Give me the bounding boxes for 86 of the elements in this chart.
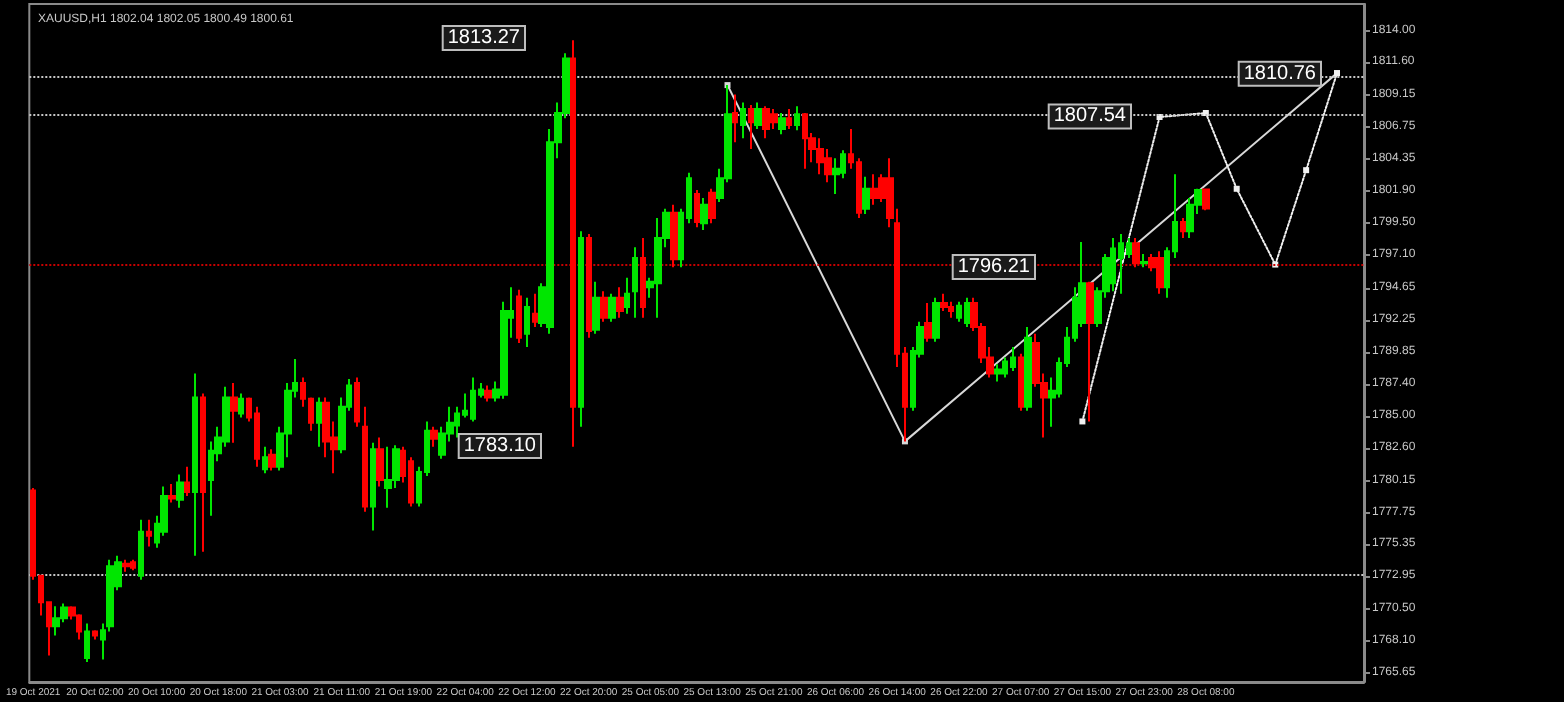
annotation: 1807.54 [1053, 105, 1127, 128]
candlestick [238, 392, 244, 419]
candlestick [470, 376, 476, 423]
annotation: 1810.76 [1243, 62, 1317, 85]
candlestick [794, 105, 800, 132]
candlestick [52, 605, 60, 637]
candlestick [862, 175, 870, 216]
candlestick [1110, 236, 1116, 293]
candlestick [532, 292, 538, 329]
candlestick [932, 296, 940, 343]
candlestick [376, 436, 384, 488]
candlestick [1156, 250, 1164, 295]
point [1079, 418, 1086, 425]
candlestick [384, 445, 392, 509]
candlestick [1202, 188, 1210, 212]
candlestick [1186, 197, 1194, 239]
candlestick [748, 104, 754, 150]
candlestick [570, 39, 576, 448]
candlestick [956, 300, 962, 323]
candlestick [754, 101, 762, 130]
candlestick [262, 445, 268, 475]
candlestick [176, 473, 184, 509]
candlestick [230, 381, 238, 444]
candlestick [430, 425, 438, 448]
candlestick [524, 296, 530, 348]
candlestick [948, 300, 954, 319]
candlestick [654, 217, 662, 319]
candlestick [84, 622, 90, 664]
candlestick [1118, 232, 1124, 295]
candlestick [1132, 236, 1140, 269]
candlestick [92, 629, 98, 641]
candlestick [516, 288, 522, 344]
candlestick [700, 197, 708, 231]
candlestick [778, 112, 786, 136]
candlestick [130, 558, 136, 572]
candlestick [632, 246, 638, 319]
candlestick [362, 405, 368, 513]
candlestick [770, 108, 778, 130]
candlestick [708, 187, 716, 225]
candlestick [832, 157, 840, 196]
candlestick [816, 137, 824, 176]
candlestick [168, 482, 176, 504]
candlestick [608, 292, 616, 323]
point [1303, 167, 1310, 174]
candlestick [732, 93, 738, 144]
candlestick [1180, 217, 1186, 239]
candlestick [192, 372, 198, 557]
point [1233, 185, 1240, 192]
candlestick [1024, 326, 1032, 412]
candlestick [762, 105, 770, 140]
candlestick [940, 292, 948, 313]
candlestick [640, 236, 646, 319]
candlestick [600, 290, 608, 323]
candlestick [786, 108, 792, 130]
annotation: 1813.27 [447, 27, 521, 49]
candlestick [670, 203, 678, 269]
candlestick [1140, 252, 1148, 269]
candlestick [586, 232, 592, 339]
candlestick [1086, 280, 1094, 423]
candlestick [122, 558, 130, 573]
candlestick [354, 376, 360, 428]
candlestick [1010, 345, 1016, 372]
candlestick [802, 112, 808, 170]
candlestick [316, 396, 322, 448]
candlestick [740, 101, 746, 140]
candlestick [1018, 352, 1024, 412]
candlestick [592, 280, 600, 335]
candlestick [924, 302, 932, 343]
candlestick [624, 276, 630, 315]
candlestick [994, 363, 1002, 383]
candlestick [616, 286, 624, 319]
candlestick [76, 613, 82, 641]
candlestick [184, 465, 190, 497]
annotation: 1796.21 [957, 256, 1031, 279]
candlestick [484, 384, 492, 403]
candlestick [146, 518, 152, 548]
candlestick [870, 173, 878, 206]
candlestick [268, 448, 276, 472]
annotation: 1783.10 [463, 435, 537, 457]
candlestick [138, 518, 144, 581]
candlestick [370, 441, 376, 532]
candlestick [254, 405, 260, 468]
candlestick [200, 392, 206, 553]
candlestick [694, 189, 700, 229]
candlestick [964, 296, 970, 329]
candlestick [578, 230, 584, 428]
